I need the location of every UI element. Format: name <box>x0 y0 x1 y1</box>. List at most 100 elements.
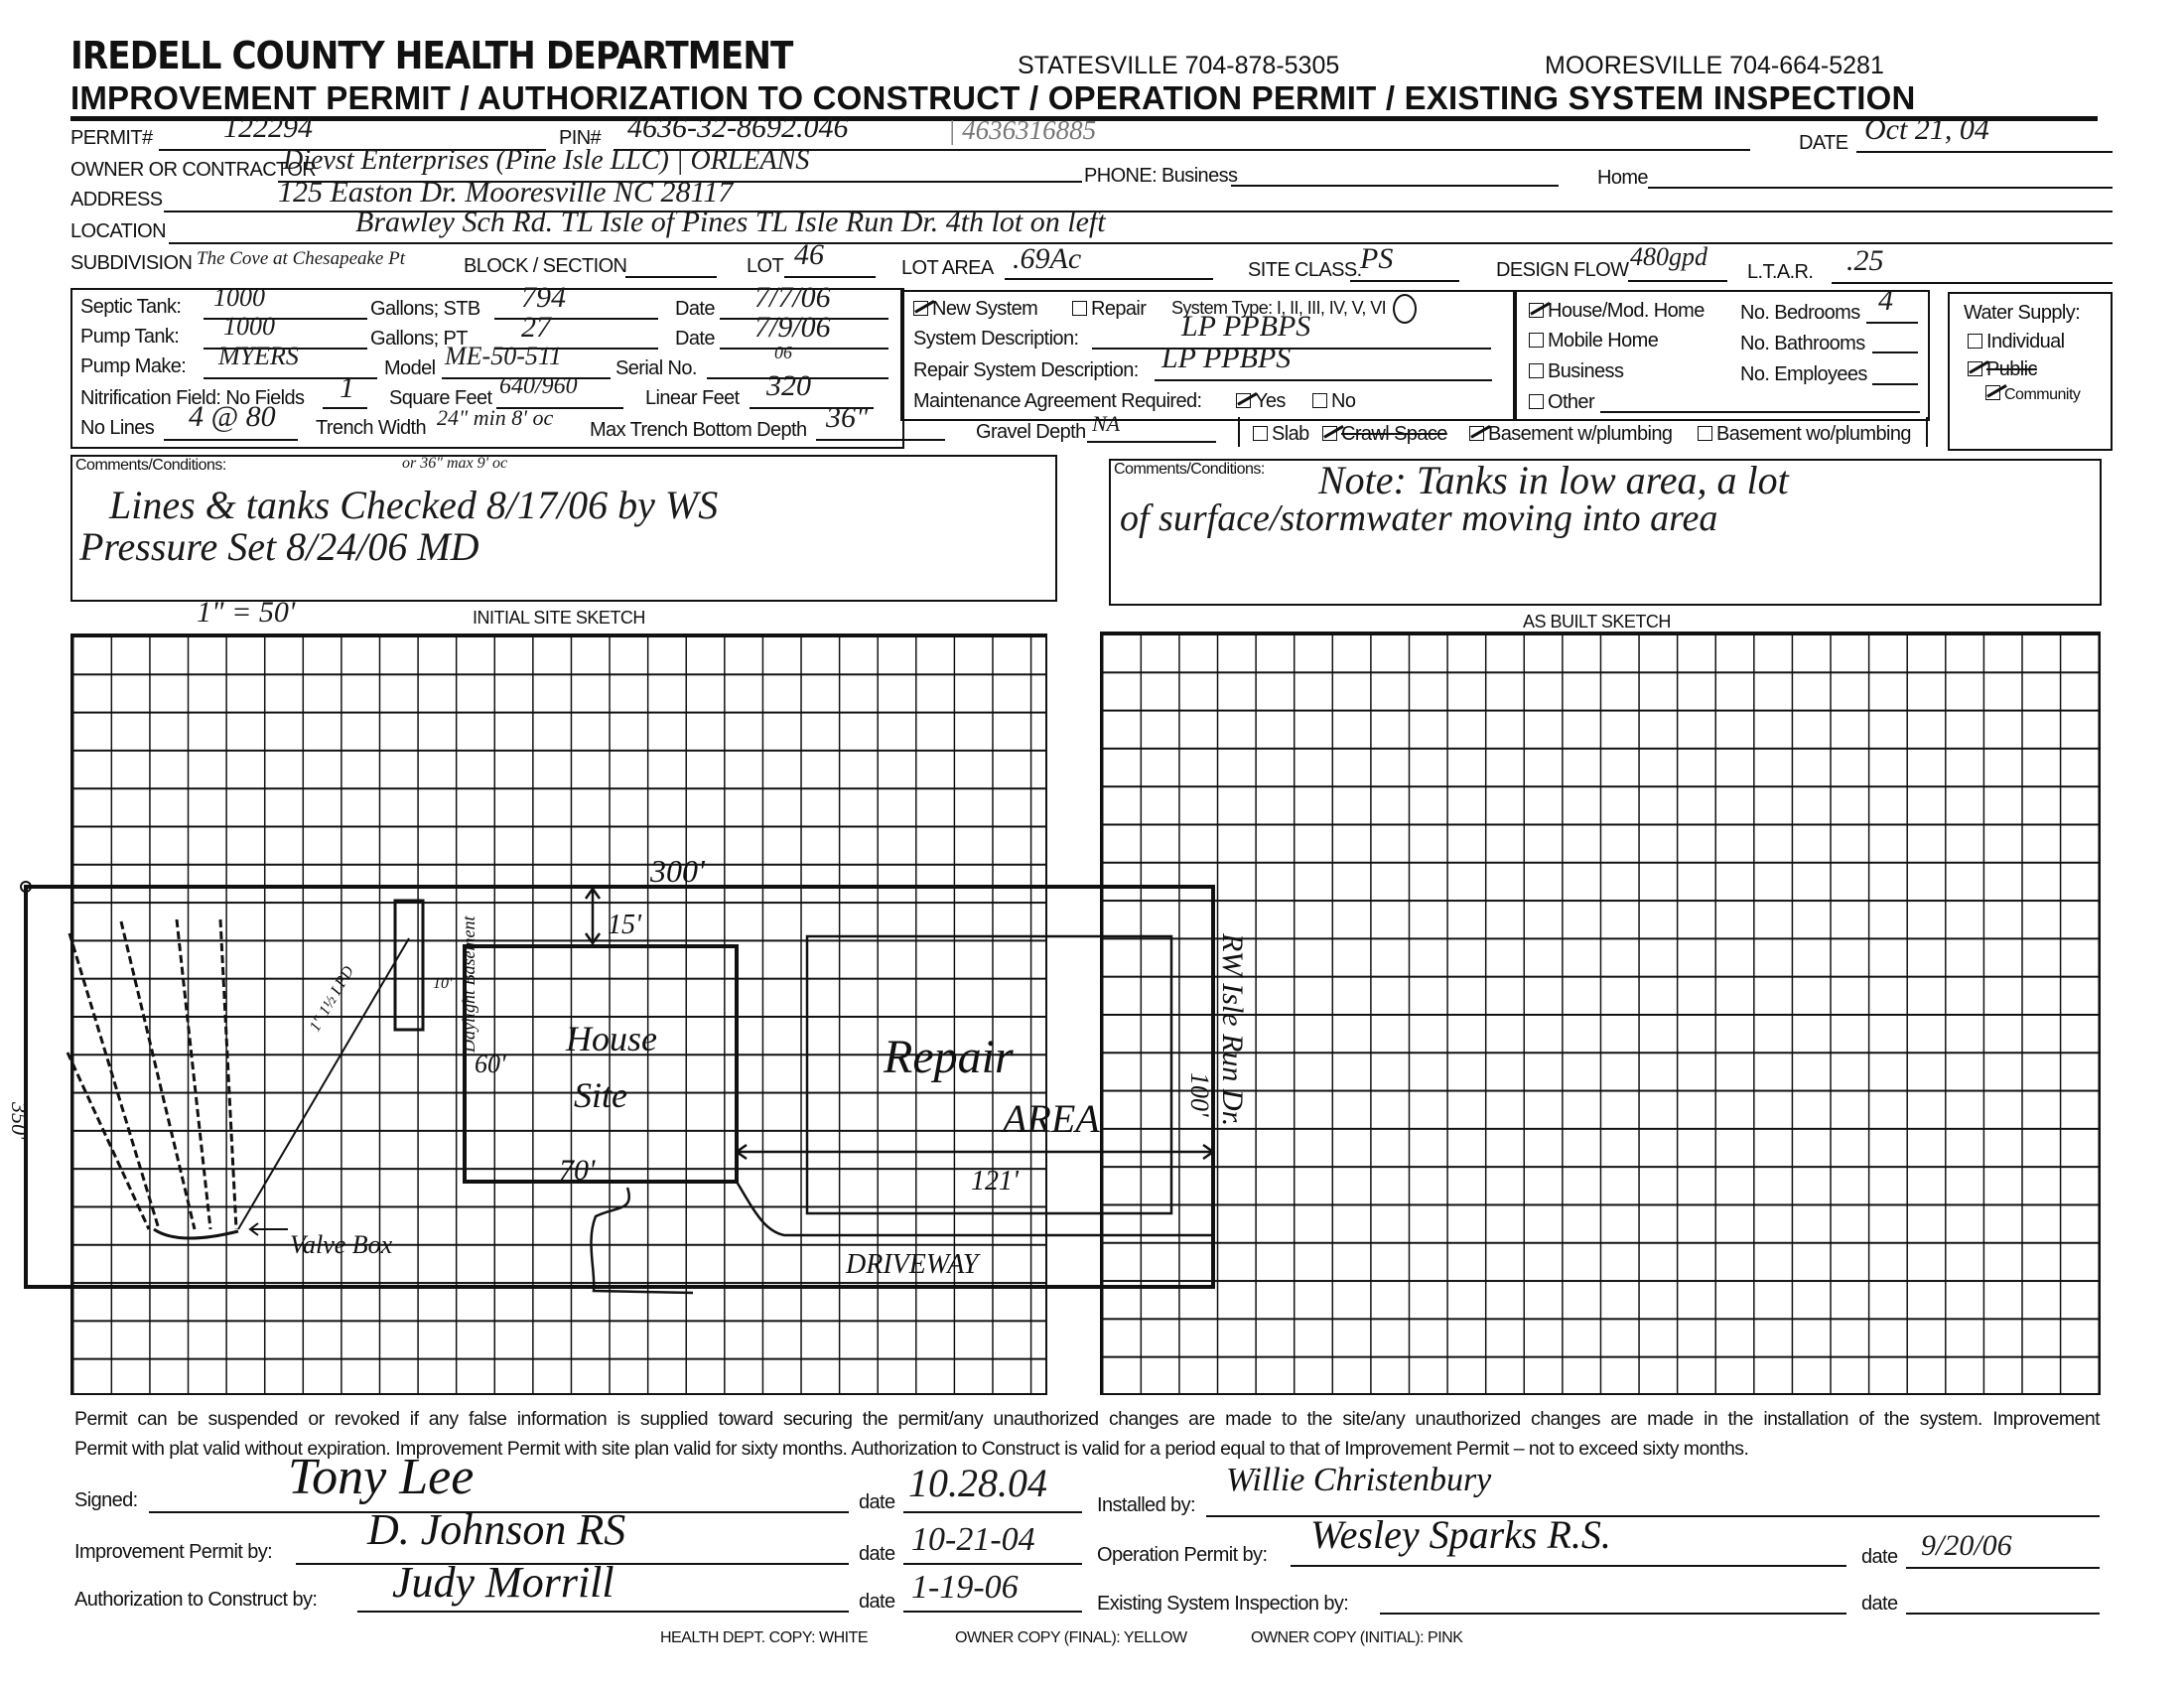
lot-corner-marker <box>20 881 32 893</box>
pump-make-value[interactable]: MYERS <box>218 342 299 370</box>
fields-value[interactable]: 1 <box>340 371 354 404</box>
driveway-curve <box>590 1181 1213 1295</box>
as-built-sketch-grid[interactable] <box>1100 632 2101 1395</box>
building-box <box>1515 290 1930 421</box>
comments-left-line1[interactable]: Lines & tanks Checked 8/17/06 by WS <box>109 483 719 527</box>
bedrooms-label: No. Bedrooms <box>1740 302 1860 324</box>
checkbox-checked-icon <box>1469 426 1484 441</box>
new-system-checkbox[interactable]: New System <box>913 298 1038 321</box>
label-daylight: Daylight Basement <box>459 915 478 1054</box>
slab-label: Slab <box>1272 423 1309 445</box>
location-value[interactable]: Brawley Sch Rd. TL Isle of Pines TL Isle… <box>355 206 1106 238</box>
authorization-signature[interactable]: Judy Morrill <box>392 1558 614 1607</box>
maintenance-no-checkbox[interactable]: No <box>1312 390 1356 413</box>
sqft-value[interactable]: 640/960 <box>499 373 578 399</box>
comments-right-label: Comments/Conditions: <box>1114 461 1265 478</box>
mobile-home-checkbox[interactable]: Mobile Home <box>1529 330 1659 352</box>
comments-left-line2[interactable]: Pressure Set 8/24/06 MD <box>79 524 479 569</box>
septic-value[interactable]: 1000 <box>213 283 265 312</box>
owner-value[interactable]: Dievst Enterprises (Pine Isle LLC) | ORL… <box>283 145 810 176</box>
yes-label: Yes <box>1255 390 1286 412</box>
date-value[interactable]: Oct 21, 04 <box>1864 113 1989 146</box>
phone-business-label: PHONE: Business <box>1084 165 1238 187</box>
water-supply-box <box>1948 292 2113 451</box>
pump-value[interactable]: 1000 <box>223 312 275 341</box>
drain-manifold <box>153 1227 239 1240</box>
lot-value[interactable]: 46 <box>794 238 824 271</box>
drain-line-1 <box>68 932 161 1230</box>
copy-white: HEALTH DEPT. COPY: WHITE <box>660 1629 869 1646</box>
pt-label: Gallons; PT <box>370 328 468 350</box>
lines-value[interactable]: 4 @ 80 <box>189 400 276 433</box>
initial-site-sketch-grid[interactable] <box>70 633 1047 1395</box>
house-checkbox[interactable]: House/Mod. Home <box>1529 300 1705 323</box>
repair-description-value[interactable]: LP PPBPS <box>1161 342 1292 374</box>
drain-line-2 <box>119 920 197 1230</box>
subdivision-label: SUBDIVISION <box>70 252 193 274</box>
trench-value[interactable]: 24" min 8' oc <box>437 405 554 430</box>
label-10: 10' <box>433 975 453 992</box>
signed-date-label: date <box>859 1491 895 1513</box>
depth-value[interactable]: 36" <box>826 401 869 434</box>
individual-checkbox[interactable]: Individual <box>1968 331 2065 353</box>
business-checkbox[interactable]: Business <box>1529 360 1624 383</box>
pin-value[interactable]: 4636-32-8692.046 <box>627 111 849 144</box>
repair-checkbox[interactable]: Repair <box>1072 298 1147 321</box>
design-flow-value[interactable]: 480gpd <box>1630 242 1707 271</box>
linear-value[interactable]: 320 <box>766 369 811 402</box>
initial-sketch-title: INITIAL SITE SKETCH <box>473 608 645 628</box>
site-class-value[interactable]: PS <box>1360 242 1394 275</box>
public-checkbox[interactable]: Public <box>1968 358 2037 381</box>
comments-left-note: or 36" max 9' oc <box>402 455 508 472</box>
signed-date[interactable]: 10.28.04 <box>908 1461 1047 1505</box>
improvement-signature[interactable]: D. Johnson RS <box>367 1505 626 1554</box>
notice-line-2: Permit with plat valid without expiratio… <box>74 1438 1749 1460</box>
mobile-home-label: Mobile Home <box>1548 330 1659 352</box>
date2-value[interactable]: 7/9/06 <box>754 311 831 344</box>
basement-without-plumbing-checkbox[interactable]: Basement wo/plumbing <box>1698 423 1912 446</box>
operation-date[interactable]: 9/20/06 <box>1921 1529 2012 1562</box>
comments-right-line1[interactable]: Note: Tanks in low area, a lot <box>1318 458 1789 502</box>
label-121: 121' <box>971 1166 1020 1196</box>
bedrooms-value[interactable]: 4 <box>1878 284 1893 317</box>
depth-label: Max Trench Bottom Depth <box>590 419 807 441</box>
slab-checkbox[interactable]: Slab <box>1253 423 1309 446</box>
basement-with-plumbing-checkbox[interactable]: Basement w/plumbing <box>1469 423 1673 446</box>
maintenance-yes-checkbox[interactable]: Yes <box>1236 390 1286 413</box>
permit-label: PERMIT# <box>70 127 153 149</box>
system-description-value[interactable]: LP PPBPS <box>1181 310 1311 343</box>
label-tank-note: 1" 1½ LPD <box>307 963 357 1035</box>
crawl-space-checkbox[interactable]: Crawl Space <box>1322 423 1447 446</box>
model-value[interactable]: ME-50-511 <box>445 342 562 370</box>
authorization-date[interactable]: 1-19-06 <box>911 1569 1019 1606</box>
pt-value[interactable]: 27 <box>521 311 551 344</box>
existing-label: Existing System Inspection by: <box>1097 1593 1349 1615</box>
ltar-value[interactable]: .25 <box>1846 244 1884 277</box>
community-checkbox[interactable]: Community <box>1985 385 2081 404</box>
serial-value[interactable]: 06 <box>774 343 792 362</box>
improvement-date[interactable]: 10-21-04 <box>911 1521 1035 1558</box>
repair-label: Repair <box>1091 298 1147 320</box>
comments-right-line2[interactable]: of surface/stormwater moving into area <box>1120 497 1718 539</box>
address-value[interactable]: 125 Easton Dr. Mooresville NC 28117 <box>278 176 734 209</box>
subdivision-value[interactable]: The Cove at Chesapeake Pt <box>197 248 406 269</box>
setback-arrow <box>584 886 602 946</box>
checkbox-checked-icon <box>1985 385 2000 400</box>
model-label: Model <box>384 357 436 379</box>
trench-label: Trench Width <box>316 417 427 439</box>
valve-box-arrow <box>248 1222 288 1236</box>
signed-label: Signed: <box>74 1489 138 1511</box>
other-checkbox[interactable]: Other <box>1529 391 1595 414</box>
gravel-value[interactable]: NA <box>1092 411 1121 436</box>
label-15: 15' <box>608 910 642 940</box>
checkbox-icon <box>1698 426 1712 441</box>
installed-signature[interactable]: Willie Christenbury <box>1226 1462 1492 1498</box>
permit-number[interactable]: 122294 <box>223 111 313 144</box>
signed-signature[interactable]: Tony Lee <box>288 1449 475 1505</box>
lot-area-value[interactable]: .69Ac <box>1013 242 1082 275</box>
operation-signature[interactable]: Wesley Sparks R.S. <box>1310 1512 1611 1557</box>
repair-area-outline <box>805 934 1173 1215</box>
stb-value[interactable]: 794 <box>521 281 566 314</box>
label-70: 70' <box>559 1154 596 1187</box>
date1-value[interactable]: 7/7/06 <box>754 281 831 314</box>
